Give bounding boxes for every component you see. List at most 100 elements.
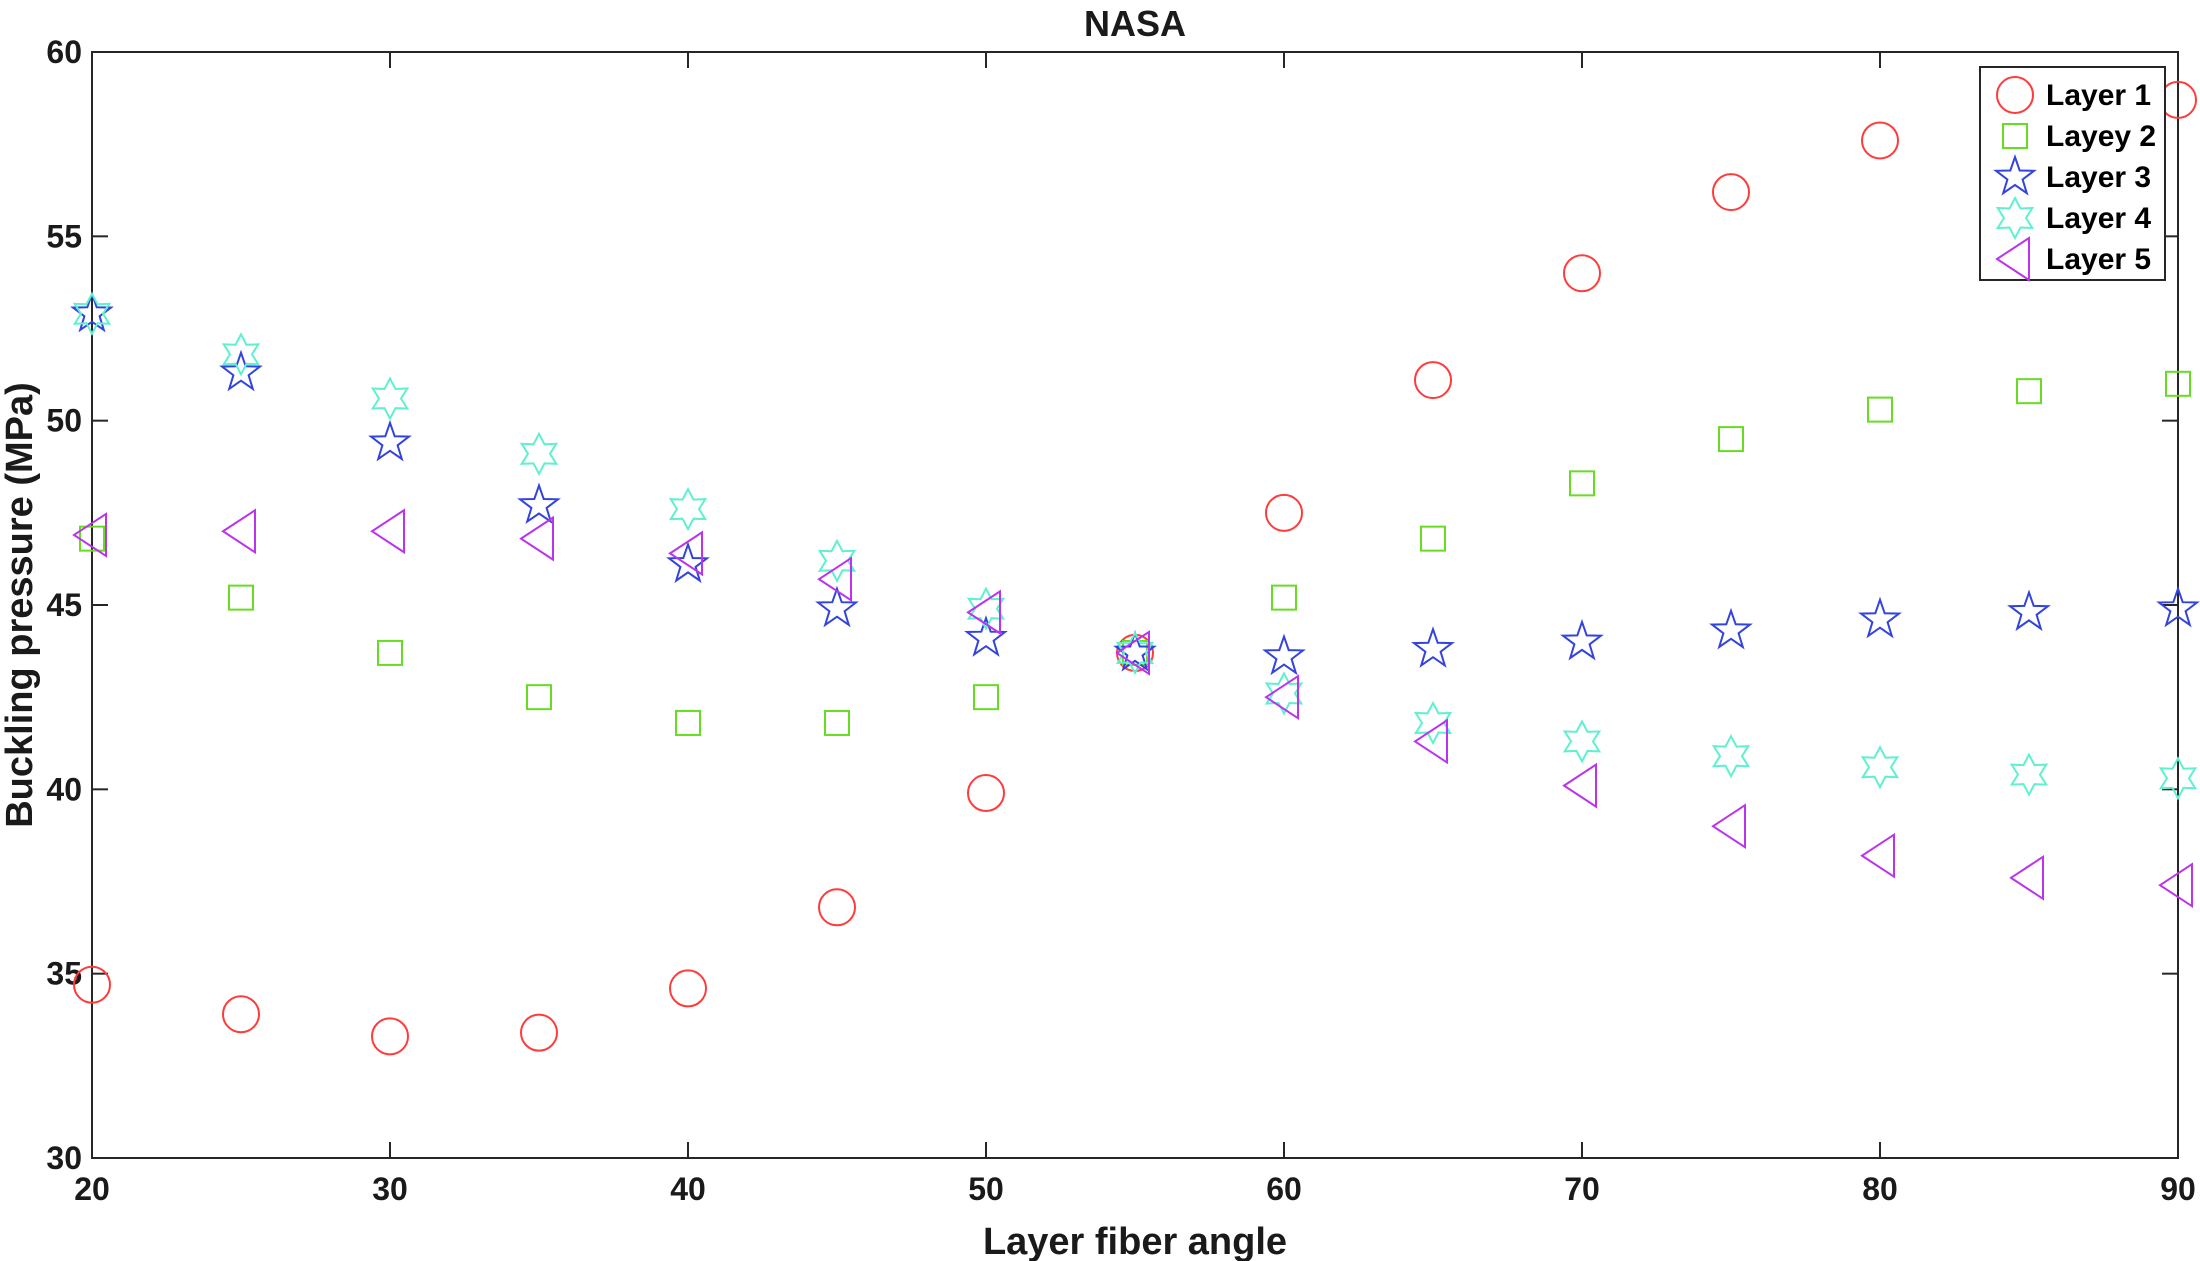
data-point-layer-3 <box>517 482 561 525</box>
data-point-layer-2 <box>526 684 552 711</box>
data-point-layer-1 <box>1563 254 1601 293</box>
data-point-layer-3 <box>219 349 263 392</box>
data-point-layer-2 <box>1420 525 1446 552</box>
data-point-layer-4 <box>519 431 559 476</box>
data-point-layer-1 <box>222 995 260 1034</box>
data-point-layer-5 <box>1413 718 1448 765</box>
data-point-layer-2 <box>377 639 403 666</box>
data-point-layer-5 <box>2158 862 2193 909</box>
data-point-layer-3 <box>1858 596 1902 639</box>
data-point-layer-1 <box>669 969 707 1008</box>
data-point-layer-3 <box>368 419 412 462</box>
y-axis-label: Buckling pressure (MPa) <box>0 382 41 828</box>
data-point-layer-5 <box>519 515 554 562</box>
data-point-layer-2 <box>824 709 850 736</box>
x-tick-label: 50 <box>968 1171 1004 1207</box>
x-tick-label: 60 <box>1266 1171 1302 1207</box>
data-point-layer-4 <box>1860 745 1900 790</box>
legend-marker-5 <box>1995 236 2030 282</box>
legend-marker-1 <box>1996 76 2034 114</box>
data-point-layer-3 <box>815 585 859 628</box>
data-point-layer-1 <box>371 1017 409 1056</box>
data-point-layer-2 <box>1271 584 1297 611</box>
data-point-layer-4 <box>668 486 708 532</box>
data-point-layer-5 <box>370 508 405 555</box>
y-tick-label: 30 <box>46 1140 82 1176</box>
legend-box <box>1979 66 2166 281</box>
legend-marker-3 <box>1993 153 2037 196</box>
data-point-layer-1 <box>1414 361 1452 400</box>
x-tick-label: 30 <box>372 1171 408 1207</box>
data-point-layer-5 <box>1264 674 1299 721</box>
data-point-layer-4 <box>72 291 112 336</box>
data-point-layer-4 <box>1413 700 1453 746</box>
series-5 <box>72 508 2193 909</box>
legend-label-2: Layey 2 <box>2046 120 2156 153</box>
data-point-layer-4 <box>221 332 261 377</box>
data-point-layer-2 <box>228 584 254 611</box>
legend: Layer 1 Layey 2 Layer 3 Layer 4 Layer 5 <box>1979 66 2166 282</box>
data-point-layer-1 <box>818 888 856 927</box>
data-point-layer-4 <box>966 586 1006 631</box>
x-tick-label: 70 <box>1564 1171 1600 1207</box>
data-points <box>70 80 2200 1056</box>
data-point-layer-3 <box>2007 589 2051 632</box>
data-point-layer-5 <box>668 530 703 577</box>
data-point-layer-5 <box>817 556 852 603</box>
data-point-layer-5 <box>1711 803 1746 850</box>
y-tick-label: 60 <box>46 34 82 70</box>
series-3 <box>70 290 2200 676</box>
y-tick-label: 40 <box>46 771 82 807</box>
x-tick-label: 40 <box>670 1171 706 1207</box>
data-point-layer-1 <box>1712 173 1750 212</box>
chart-title: NASA <box>1084 3 1186 44</box>
legend-label-4: Layer 4 <box>2046 202 2151 235</box>
x-tick-label: 20 <box>74 1171 110 1207</box>
data-point-layer-5 <box>72 512 107 558</box>
data-point-layer-1 <box>1861 121 1899 160</box>
series-4 <box>72 291 2198 801</box>
data-point-layer-5 <box>966 589 1001 636</box>
data-point-layer-2 <box>2165 370 2191 397</box>
data-point-layer-1 <box>520 1013 558 1052</box>
x-tick-label: 90 <box>2160 1171 2196 1207</box>
data-point-layer-3 <box>1262 633 1306 676</box>
data-point-layer-2 <box>1718 426 1744 453</box>
y-tick-label: 55 <box>46 218 82 254</box>
data-point-layer-2 <box>675 709 701 736</box>
data-point-layer-3 <box>1709 607 1753 650</box>
x-tick-label: 80 <box>1862 1171 1898 1207</box>
data-point-layer-4 <box>1562 719 1602 764</box>
data-point-layer-2 <box>1867 396 1893 423</box>
data-point-layer-2 <box>2016 378 2042 405</box>
data-point-layer-5 <box>221 508 256 555</box>
data-point-layer-2 <box>1569 470 1595 497</box>
plot-area <box>91 51 2179 1159</box>
data-point-layer-4 <box>1264 671 1304 716</box>
legend-label-3: Layer 3 <box>2046 161 2151 194</box>
data-point-layer-4 <box>1115 630 1155 676</box>
y-tick-label: 50 <box>46 403 82 439</box>
data-point-layer-5 <box>1115 630 1150 676</box>
data-point-layer-4 <box>370 376 410 421</box>
data-point-layer-1 <box>967 774 1005 813</box>
data-point-layer-5 <box>2009 854 2044 901</box>
data-point-layer-4 <box>2158 756 2198 801</box>
legend-label-1: Layer 1 <box>2046 79 2151 112</box>
legend-marker-4 <box>1995 195 2035 241</box>
x-axis-label: Layer fiber angle <box>983 1221 1287 1261</box>
data-point-layer-3 <box>2156 585 2200 628</box>
data-point-layer-4 <box>1711 734 1751 779</box>
data-point-layer-3 <box>1560 618 1604 661</box>
data-point-layer-2 <box>973 684 999 711</box>
data-point-layer-3 <box>1411 626 1455 668</box>
series-1 <box>73 80 2197 1056</box>
data-point-layer-1 <box>1265 493 1303 532</box>
data-point-layer-1 <box>73 965 111 1004</box>
data-point-layer-5 <box>1562 762 1597 809</box>
y-tick-label: 35 <box>46 956 82 992</box>
data-point-layer-4 <box>817 538 857 583</box>
data-point-layer-4 <box>2009 752 2049 797</box>
